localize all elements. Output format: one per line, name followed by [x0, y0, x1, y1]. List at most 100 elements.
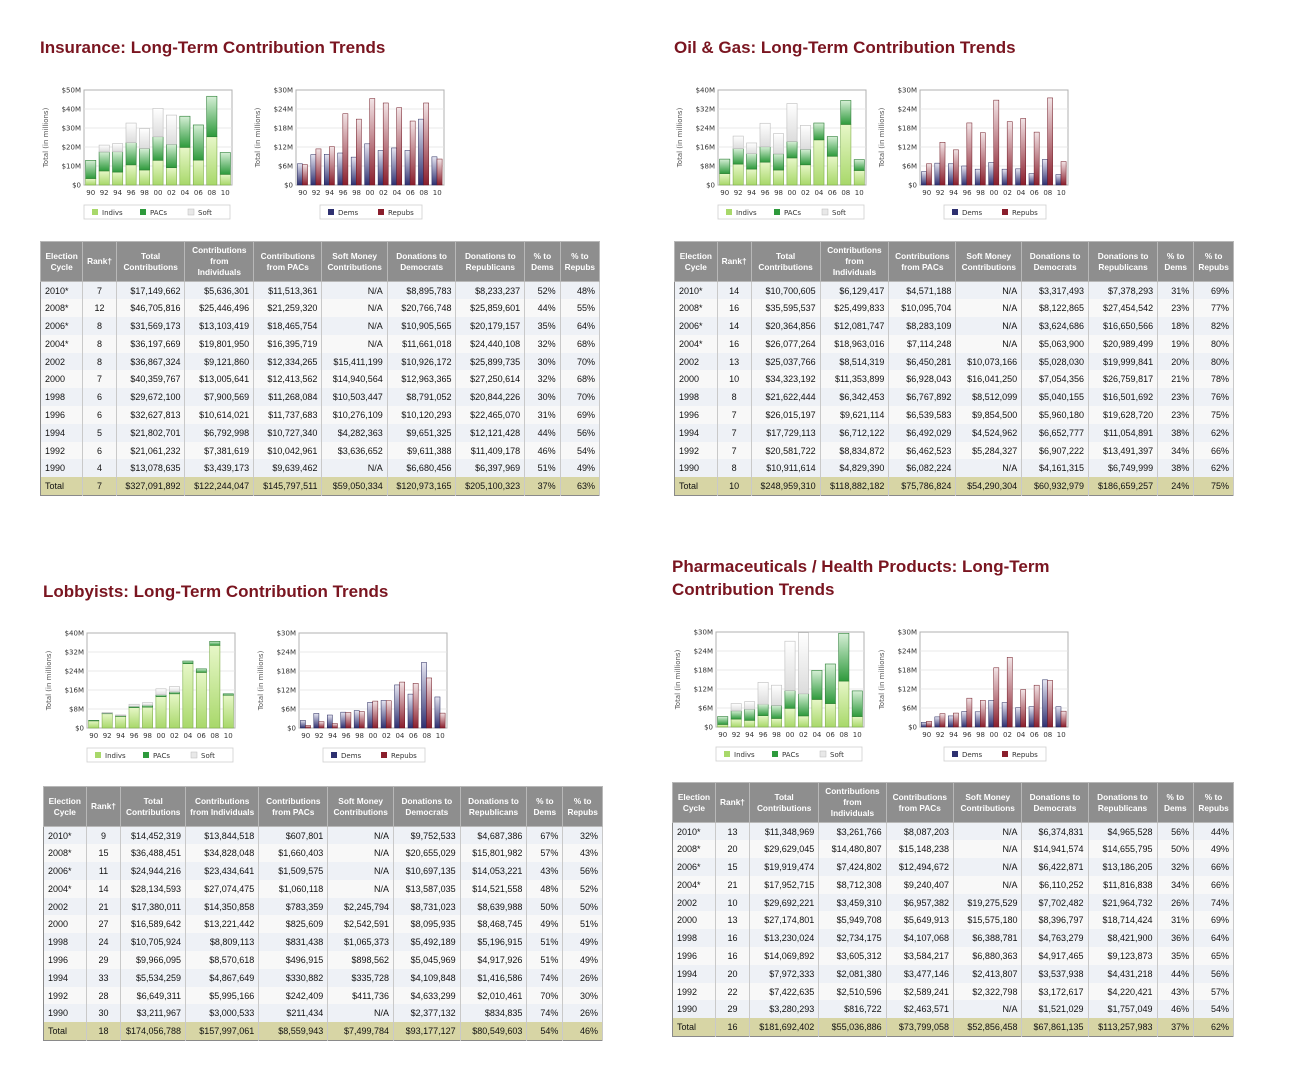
table-cell: $2,081,380 — [818, 964, 887, 983]
table-cell: 19% — [1157, 334, 1195, 353]
table-cell: Total — [40, 477, 84, 496]
column-header[interactable]: Total Contributions — [115, 241, 186, 282]
table-cell: $327,091,892 — [116, 477, 186, 496]
table-cell: $11,816,838 — [1088, 875, 1158, 894]
column-header[interactable]: Total Contributions — [750, 241, 821, 282]
legend-label: Dems — [962, 751, 983, 759]
table-row: 1992 6 $21,061,232 $7,381,619 $10,042,961 $3,… — [40, 441, 601, 460]
y-tick-label: $6M — [698, 705, 713, 713]
column-header[interactable]: Donations to Democrats — [1021, 782, 1089, 823]
bar-dems — [434, 696, 441, 729]
table-cell: $1,509,575 — [258, 862, 329, 880]
y-tick-label: $32M — [65, 649, 84, 657]
table-cell: 13 — [715, 911, 751, 930]
column-header[interactable]: Total Contributions — [748, 782, 820, 823]
column-header[interactable]: Donations to Republicans — [1087, 782, 1158, 823]
table-cell: 38% — [1157, 459, 1195, 478]
column-header[interactable]: Soft Money Contributions — [952, 782, 1023, 823]
column-header[interactable]: Election Cycle — [672, 782, 716, 823]
table-cell: $19,801,950 — [184, 334, 255, 353]
table-cell: 80% — [1193, 352, 1234, 371]
table-cell: $8,396,797 — [1021, 911, 1089, 930]
bar-repubs — [1047, 97, 1053, 186]
table-row: 1996 7 $26,015,197 $9,621,114 $6,539,583 $9,8… — [674, 406, 1234, 424]
table-cell: N/A — [327, 844, 395, 863]
column-header[interactable]: Election Cycle — [39, 241, 84, 282]
table-cell: $6,492,029 — [888, 423, 957, 442]
y-tick-label: $0 — [704, 724, 713, 732]
table-cell: 11 — [86, 862, 122, 880]
column-header[interactable]: Rank† — [85, 786, 122, 827]
column-header[interactable]: % to Repubs — [1193, 782, 1234, 823]
x-tick-label: 96 — [342, 732, 351, 740]
column-header[interactable]: Contributions from PACs — [885, 782, 954, 823]
table-cell: 16 — [715, 1018, 751, 1037]
column-header[interactable]: Rank† — [82, 241, 117, 282]
column-header[interactable]: % to Dems — [1157, 241, 1195, 282]
bar-pacs — [166, 144, 177, 169]
column-header[interactable]: Contributions from Individuals — [819, 241, 890, 282]
column-header[interactable]: Rank† — [714, 782, 751, 823]
bar-soft — [101, 712, 113, 714]
legend — [943, 746, 1047, 762]
column-header[interactable]: Soft Money Contributions — [955, 241, 1023, 282]
column-header[interactable]: Rank† — [716, 241, 752, 282]
table-cell: 14 — [717, 317, 752, 335]
x-tick-label: 96 — [963, 731, 972, 739]
bar-repubs — [318, 721, 325, 729]
table-row: 1990 29 $3,280,293 $816,722 $2,463,571 N/A $1,… — [672, 1000, 1234, 1019]
column-header[interactable]: Donations to Democrats — [393, 786, 461, 827]
column-header[interactable]: Donations to Democrats — [386, 241, 457, 282]
y-tick-label: $24M — [898, 648, 917, 656]
table-cell: $5,960,180 — [1021, 406, 1090, 424]
table-cell: 2004* — [40, 334, 84, 353]
column-header[interactable]: Total Contributions — [120, 786, 186, 827]
table-cell: $8,283,109 — [888, 317, 957, 335]
column-header[interactable]: % to Dems — [524, 241, 561, 282]
table-cell: 70% — [560, 352, 601, 371]
bar-dems — [1042, 159, 1048, 186]
column-header[interactable]: Contributions from PACs — [888, 241, 957, 282]
table-cell: 74% — [1193, 893, 1234, 912]
column-header[interactable]: % to Dems — [1156, 782, 1195, 823]
table-cell: $10,926,172 — [387, 352, 457, 371]
table-cell: $36,197,669 — [116, 334, 186, 353]
bar-pacs — [838, 632, 850, 682]
column-header[interactable]: Contributions from PACs — [253, 241, 323, 282]
column-header[interactable]: % to Repubs — [562, 786, 603, 827]
column-header[interactable]: Soft Money Contributions — [327, 786, 395, 827]
table-cell: $11,268,084 — [253, 388, 323, 407]
bar-dems — [1001, 168, 1008, 186]
table-cell: $4,109,848 — [393, 968, 461, 987]
y-tick-label: $24M — [277, 649, 296, 657]
column-header[interactable]: Contributions from PACs — [258, 786, 329, 827]
bar-pacs — [152, 136, 164, 161]
bar-dems — [934, 716, 941, 728]
x-tick-label: 02 — [382, 732, 391, 740]
table-cell: $8,639,988 — [460, 897, 528, 916]
table-cell: 63% — [560, 477, 601, 496]
column-header[interactable]: Donations to Republicans — [459, 786, 528, 827]
table-cell: 12 — [82, 299, 117, 318]
table-cell: 57% — [526, 844, 564, 863]
table-cell: $60,932,979 — [1021, 477, 1090, 496]
column-header[interactable]: % to Dems — [526, 786, 564, 827]
table-cell: $6,767,892 — [888, 388, 957, 407]
bar-repubs — [359, 711, 365, 729]
x-tick-label: 90 — [86, 189, 95, 197]
column-header[interactable]: Election Cycle — [43, 786, 87, 827]
bar-repubs — [302, 164, 308, 186]
column-header[interactable]: Donations to Democrats — [1021, 241, 1090, 282]
column-header[interactable]: % to Repubs — [559, 241, 601, 282]
column-header[interactable]: Contributions from Individuals — [184, 786, 260, 827]
column-header[interactable]: % to Repubs — [1193, 241, 1234, 282]
column-header[interactable]: Donations to Republicans — [455, 241, 526, 282]
column-header[interactable]: Election Cycle — [674, 241, 718, 282]
y-tick-label: $18M — [898, 125, 917, 133]
column-header[interactable]: Donations to Republicans — [1088, 241, 1159, 282]
column-header[interactable]: Contributions from Individuals — [818, 782, 887, 823]
table-cell: $13,221,442 — [185, 915, 260, 934]
legend-label: Indivs — [736, 209, 757, 217]
column-header[interactable]: Contributions from Individuals — [184, 241, 255, 282]
column-header[interactable]: Soft Money Contributions — [321, 241, 388, 282]
